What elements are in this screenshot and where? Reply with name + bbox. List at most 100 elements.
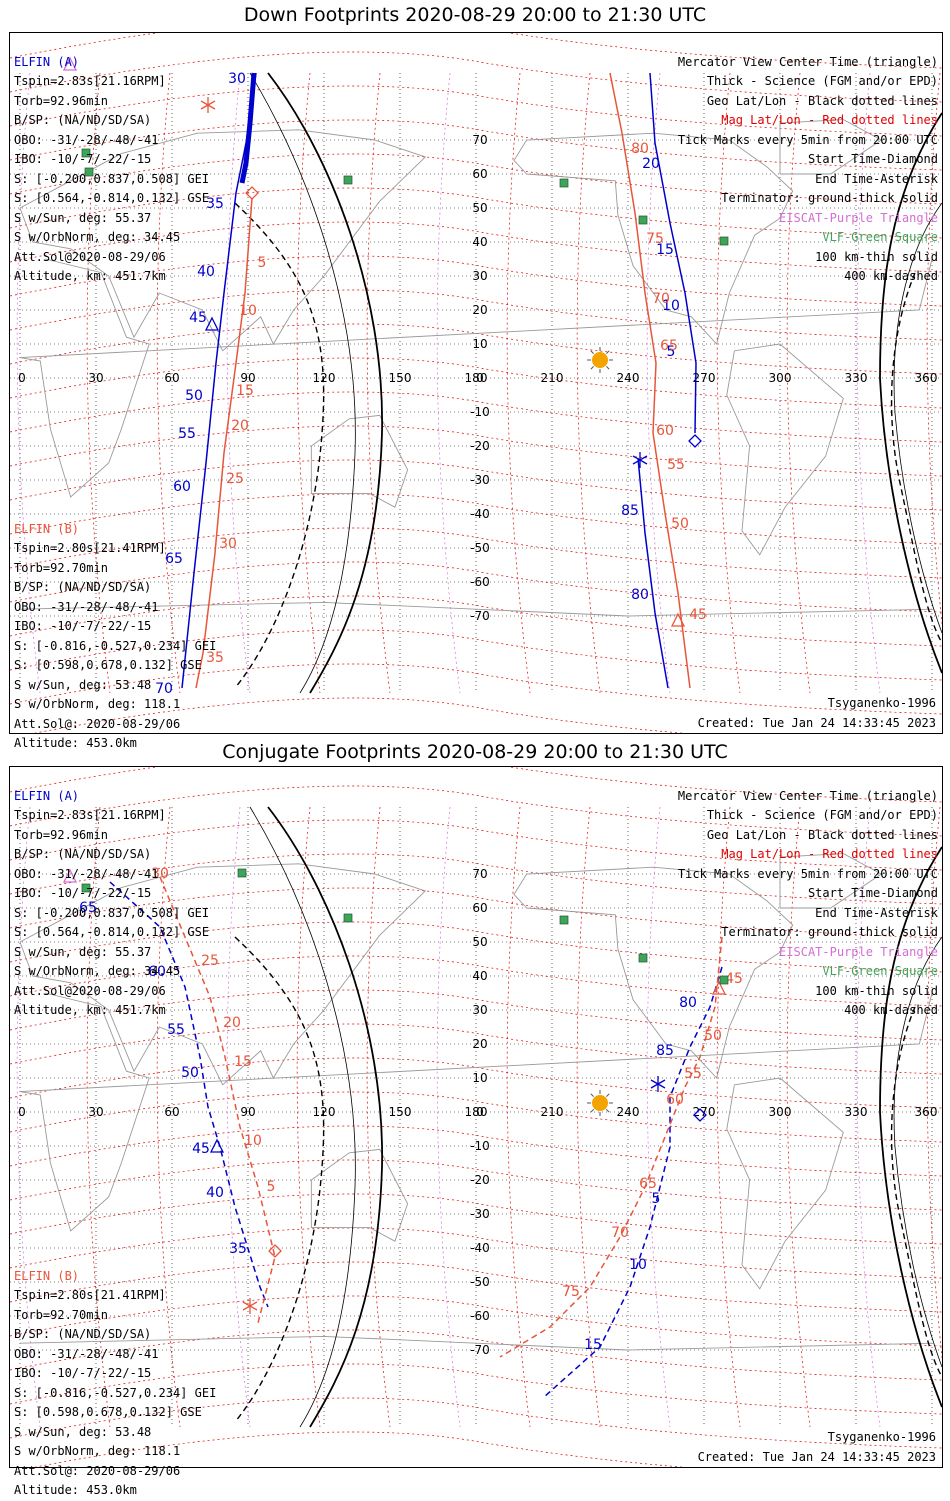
elfin-b-orbnorm-angle: S w/OrbNorm, deg: 118.1 <box>14 697 181 711</box>
terminator-100km <box>893 202 942 634</box>
mag-parallel <box>10 1397 942 1449</box>
elfin-b-ibo: IBO: -10/-7/-22/-15 <box>14 619 152 633</box>
elfin-b-bsp: B/SP: (NA/ND/SD/SA) <box>14 1327 152 1341</box>
longitude-label: 90 <box>240 371 255 385</box>
legend-start-time: Start Time-Diamond <box>807 886 938 900</box>
longitude-label: 0 <box>18 371 26 385</box>
mag-meridian <box>16 72 41 694</box>
elfin-a-name: ELFIN (A) <box>14 54 80 69</box>
legend-mag-grid: Mag Lat/Lon - Red dotted lines <box>721 113 938 127</box>
longitude-label: 60 <box>164 371 179 385</box>
mag-parallel <box>10 323 942 375</box>
mag-meridian <box>296 806 321 1428</box>
elfin-a-ibo: IBO: -10/-7/-22/-15 <box>14 886 152 900</box>
elfin-b-sun-angle: S w/Sun, deg: 53.48 <box>14 1424 152 1439</box>
vlf-square-icon <box>237 868 247 878</box>
elfin-b-s-gse: S: [0.598,0.678,0.132] GSE <box>14 1405 202 1419</box>
latitude-label: -30 <box>470 1207 490 1221</box>
latitude-label: 70 <box>472 133 487 147</box>
elfin-a-tick-label: 85 <box>621 503 639 519</box>
elfin-b-s-gei: S: [-0.816,-0.527,0.234] GEI <box>14 1385 217 1400</box>
elfin-b-tick-label: 60 <box>656 423 674 439</box>
end-asterisk-icon <box>650 1076 666 1092</box>
mag-parallel <box>10 187 942 239</box>
footprint-tracks: 6560555045403530252015105808551015455055… <box>79 866 743 1398</box>
longitude-label: 150 <box>389 1105 412 1119</box>
coastline <box>779 853 883 909</box>
elfin-b-ibo: IBO: -10/-7/-22/-15 <box>14 1366 152 1380</box>
elfin-b-name: ELFIN (B) <box>14 521 80 536</box>
coastline <box>513 132 794 345</box>
coastline <box>19 863 427 1086</box>
mag-parallel <box>10 119 942 171</box>
elfin-a-info: ELFIN (A) Tspin=2.83s[21.16RPM] Torb=92.… <box>14 767 209 1021</box>
coastline <box>779 119 883 175</box>
elfin-a-sun-angle: S w/Sun, deg: 55.37 <box>14 944 152 959</box>
asterisk-stroke <box>242 1301 258 1311</box>
mag-parallel <box>10 853 942 905</box>
model-name: Tsyganenko-1996 <box>827 696 936 710</box>
elfin-b-track-east <box>609 72 691 689</box>
legend-400km: 400 km-dashed <box>844 1003 938 1017</box>
terminator-100km <box>249 806 356 1428</box>
elfin-a-tick-label: 80 <box>631 587 649 603</box>
longitude-label: 30 <box>88 1105 103 1119</box>
elfin-b-tick-label: 20 <box>223 1015 241 1031</box>
footprint-tracks: 30 35 40 45 50 55 60 65 70 5 10 15 20 25 30 35 20 15 10 5 85… <box>155 71 707 697</box>
coastline <box>19 992 933 1232</box>
elfin-b-tick-label: 80 <box>631 141 649 157</box>
legend-vlf: VLF-Green Square <box>822 230 938 244</box>
sun-ray <box>590 1093 594 1097</box>
elfin-a-science-segment <box>239 72 257 184</box>
center-triangle-icon <box>209 1138 225 1153</box>
coastlines <box>19 119 933 617</box>
mag-meridian <box>366 72 391 694</box>
longitude-label: 270 <box>693 1105 716 1119</box>
elfin-b-tick-label: 55 <box>667 457 685 473</box>
terminator-100km <box>893 936 942 1368</box>
mag-parallel <box>10 1295 942 1347</box>
elfin-a-s-gei: S: [-0.200,0.837,0.508] GEI <box>14 171 210 186</box>
mag-parallel <box>10 391 942 443</box>
sun-ray <box>606 1093 610 1097</box>
elfin-a-tick-label: 65 <box>165 551 183 567</box>
latitude-label: -60 <box>470 575 490 589</box>
elfin-a-bsp: B/SP: (NA/ND/SD/SA) <box>14 847 152 861</box>
mag-meridian <box>296 72 321 694</box>
longitude-label: 60 <box>164 1105 179 1119</box>
latitude-label: 30 <box>472 269 487 283</box>
mag-parallel <box>10 1227 942 1279</box>
elfin-a-tick-label: 5 <box>652 1191 661 1207</box>
legend-terminator: Terminator: ground-thick solid <box>721 925 938 939</box>
latitude-label: 70 <box>472 867 487 881</box>
vlf-square-icon <box>343 913 353 923</box>
elfin-b-name: ELFIN (B) <box>14 1268 80 1283</box>
mag-parallel <box>10 1159 942 1211</box>
legend-terminator: Terminator: ground-thick solid <box>721 191 938 205</box>
vlf-square-icon <box>559 915 569 925</box>
elfin-a-tick-label: 30 <box>228 71 246 87</box>
legend-end-time: End Time-Asterisk <box>815 905 938 920</box>
vlf-square-icon <box>638 953 648 963</box>
elfin-b-tick-label: 55 <box>684 1066 702 1082</box>
legend-mag-grid: Mag Lat/Lon - Red dotted lines <box>721 847 938 861</box>
legend-center-time: Mercator View Center Time (triangle) <box>677 54 938 69</box>
end-asterisk-icon <box>200 97 216 113</box>
mag-parallel <box>10 1091 942 1143</box>
terminator-400km <box>234 936 325 1423</box>
legend-vlf: VLF-Green Square <box>822 964 938 978</box>
vlf-square-icon <box>559 178 569 188</box>
start-diamond-icon <box>268 1244 282 1258</box>
elfin-b-sun-angle: S w/Sun, deg: 53.48 <box>14 677 152 692</box>
elfin-b-s-gei: S: [-0.816,-0.527,0.234] GEI <box>14 638 217 653</box>
elfin-b-tick-label: 25 <box>201 953 219 969</box>
longitude-label: 30 <box>88 371 103 385</box>
elfin-b-tick-label: 35 <box>206 650 224 666</box>
legend-end-time: End Time-Asterisk <box>815 171 938 186</box>
sun-disk <box>592 352 608 368</box>
elfin-b-obo: OBO: -31/-28/-48/-41 <box>14 599 159 614</box>
legend-eiscat: EISCAT-Purple Triangle <box>779 944 938 959</box>
legend-100km: 100 km-thin solid <box>815 983 938 998</box>
mag-parallel <box>10 1329 942 1381</box>
latitude-label: 0 <box>476 371 484 385</box>
